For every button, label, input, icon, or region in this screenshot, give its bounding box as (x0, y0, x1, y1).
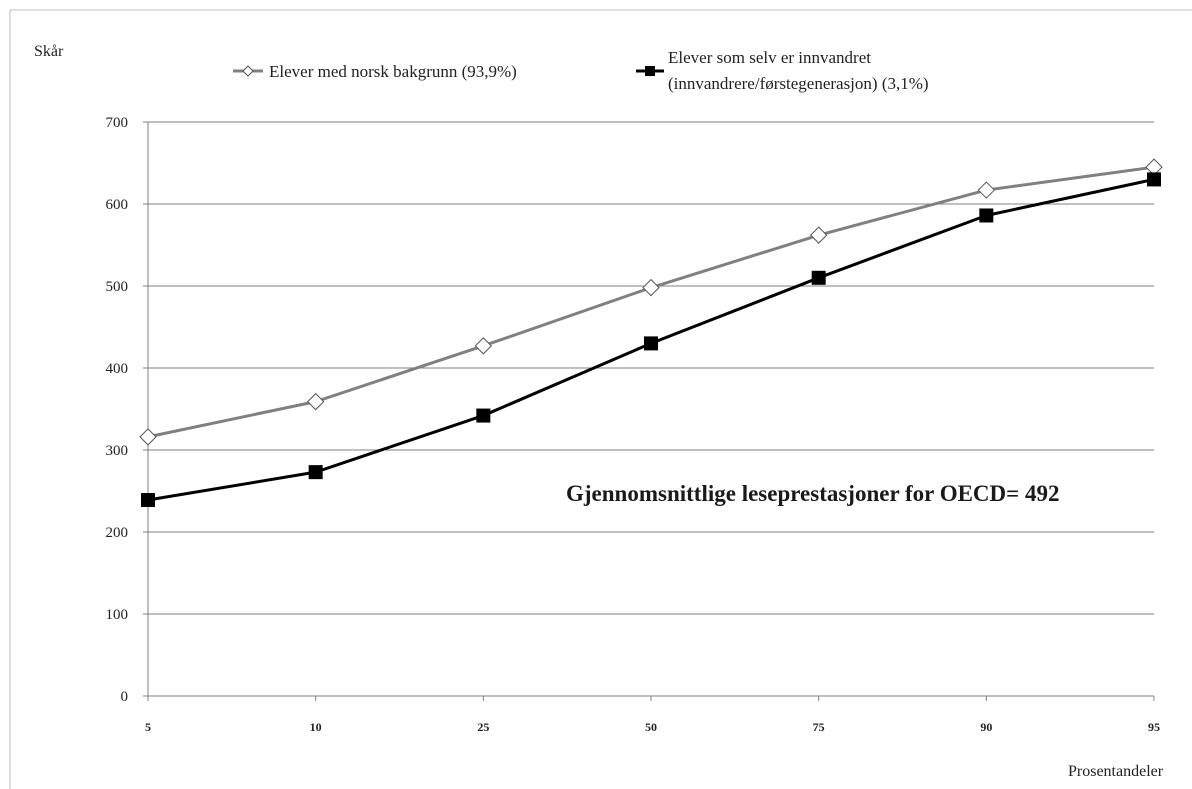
y-tick-label: 0 (121, 689, 129, 705)
y-tick-label: 300 (106, 443, 129, 459)
legend-diamond-marker (242, 65, 254, 77)
legend-item-series-2: Elever som selv er innvandret (innvandre… (636, 48, 929, 93)
x-tick-label: 90 (980, 720, 992, 734)
legend-label-series-1: Elever med norsk bakgrunn (93,9%) (269, 62, 517, 81)
x-tick-label: 25 (477, 720, 489, 734)
x-tick-label: 75 (813, 720, 825, 734)
series-2-point (644, 336, 658, 351)
x-tick-label: 95 (1148, 720, 1160, 734)
y-tick-label: 700 (106, 115, 129, 131)
series-1-point (306, 392, 325, 411)
series (139, 158, 1163, 508)
legend-item-series-1: Elever med norsk bakgrunn (93,9%) (233, 62, 517, 81)
series-2-point (979, 208, 994, 223)
series-2-point (811, 270, 826, 285)
y-axis-ticks: 0 100 200 300 400 500 600 700 (106, 115, 129, 705)
series-1-point (809, 226, 828, 244)
series-1-point (642, 278, 660, 297)
series-1 (139, 158, 1163, 446)
series-2-point (141, 493, 155, 508)
legend-label-series-2-line-2: (innvandrere/førstegenerasjon) (3,1%) (668, 74, 929, 93)
y-axis-title: Skår (34, 43, 64, 60)
x-tick-label: 10 (310, 720, 322, 734)
series-1-point (474, 337, 493, 355)
legend-label-series-2-line-1: Elever som selv er innvandret (668, 48, 871, 67)
x-axis-ticks: 5 10 25 50 75 90 95 (145, 696, 1160, 734)
x-tick-label: 50 (645, 720, 657, 734)
series-2-point (1147, 172, 1161, 187)
y-tick-label: 100 (106, 607, 129, 623)
legend: Elever med norsk bakgrunn (93,9%) Elever… (233, 48, 929, 93)
y-tick-label: 200 (106, 525, 129, 541)
y-tick-label: 600 (106, 197, 129, 213)
x-axis-title: Prosentandeler (1068, 763, 1164, 780)
y-tick-label: 500 (106, 279, 129, 295)
series-1-line (147, 165, 1155, 439)
series-2-point (476, 408, 491, 423)
legend-square-marker (645, 66, 655, 76)
gridlines (143, 121, 1154, 697)
x-tick-label: 5 (145, 720, 151, 734)
series-1-point (139, 428, 157, 446)
oecd-average-annotation: Gjennomsnittlige leseprestasjoner for OE… (566, 481, 1060, 506)
series-1-point (977, 181, 996, 199)
y-tick-label: 400 (106, 361, 129, 377)
series-2 (141, 172, 1161, 508)
series-2-point (308, 465, 323, 480)
